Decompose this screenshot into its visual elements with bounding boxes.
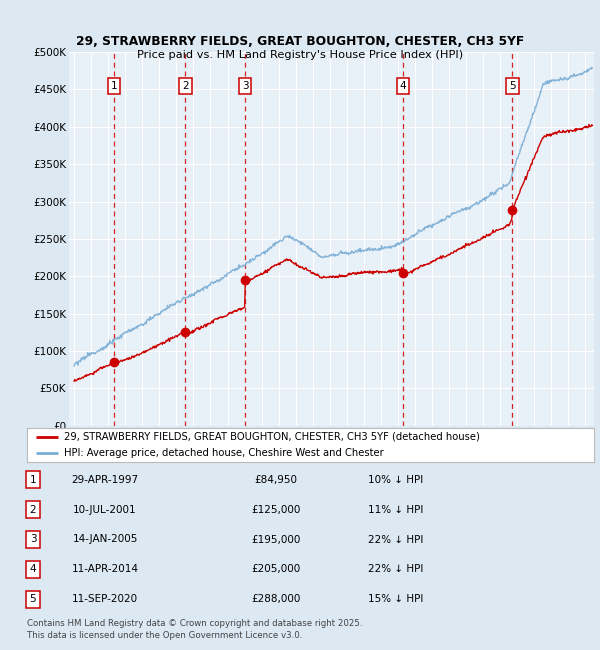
Text: 29-APR-1997: 29-APR-1997 bbox=[71, 474, 139, 485]
Text: 3: 3 bbox=[242, 81, 248, 90]
Text: 3: 3 bbox=[29, 534, 37, 545]
Text: 11% ↓ HPI: 11% ↓ HPI bbox=[368, 504, 424, 515]
Text: 22% ↓ HPI: 22% ↓ HPI bbox=[368, 564, 424, 575]
Text: HPI: Average price, detached house, Cheshire West and Chester: HPI: Average price, detached house, Ches… bbox=[64, 448, 383, 458]
Text: Contains HM Land Registry data © Crown copyright and database right 2025.
This d: Contains HM Land Registry data © Crown c… bbox=[27, 619, 362, 640]
Text: 11-SEP-2020: 11-SEP-2020 bbox=[72, 594, 138, 604]
Text: 22% ↓ HPI: 22% ↓ HPI bbox=[368, 534, 424, 545]
Text: 15% ↓ HPI: 15% ↓ HPI bbox=[368, 594, 424, 604]
Text: 1: 1 bbox=[29, 474, 37, 485]
Text: £125,000: £125,000 bbox=[251, 504, 301, 515]
Text: £288,000: £288,000 bbox=[251, 594, 301, 604]
Text: 2: 2 bbox=[182, 81, 189, 90]
Text: 5: 5 bbox=[29, 594, 37, 604]
Text: 29, STRAWBERRY FIELDS, GREAT BOUGHTON, CHESTER, CH3 5YF (detached house): 29, STRAWBERRY FIELDS, GREAT BOUGHTON, C… bbox=[64, 432, 480, 442]
Text: 1: 1 bbox=[110, 81, 117, 90]
Text: 4: 4 bbox=[400, 81, 406, 90]
Text: 4: 4 bbox=[29, 564, 37, 575]
Text: 29, STRAWBERRY FIELDS, GREAT BOUGHTON, CHESTER, CH3 5YF: 29, STRAWBERRY FIELDS, GREAT BOUGHTON, C… bbox=[76, 35, 524, 48]
Text: Price paid vs. HM Land Registry's House Price Index (HPI): Price paid vs. HM Land Registry's House … bbox=[137, 49, 463, 60]
Text: 5: 5 bbox=[509, 81, 515, 90]
Text: £205,000: £205,000 bbox=[251, 564, 301, 575]
Text: 14-JAN-2005: 14-JAN-2005 bbox=[73, 534, 137, 545]
Text: 11-APR-2014: 11-APR-2014 bbox=[71, 564, 139, 575]
Text: 10% ↓ HPI: 10% ↓ HPI bbox=[368, 474, 424, 485]
Text: 10-JUL-2001: 10-JUL-2001 bbox=[73, 504, 137, 515]
Text: 2: 2 bbox=[29, 504, 37, 515]
Text: £84,950: £84,950 bbox=[254, 474, 298, 485]
Text: £195,000: £195,000 bbox=[251, 534, 301, 545]
